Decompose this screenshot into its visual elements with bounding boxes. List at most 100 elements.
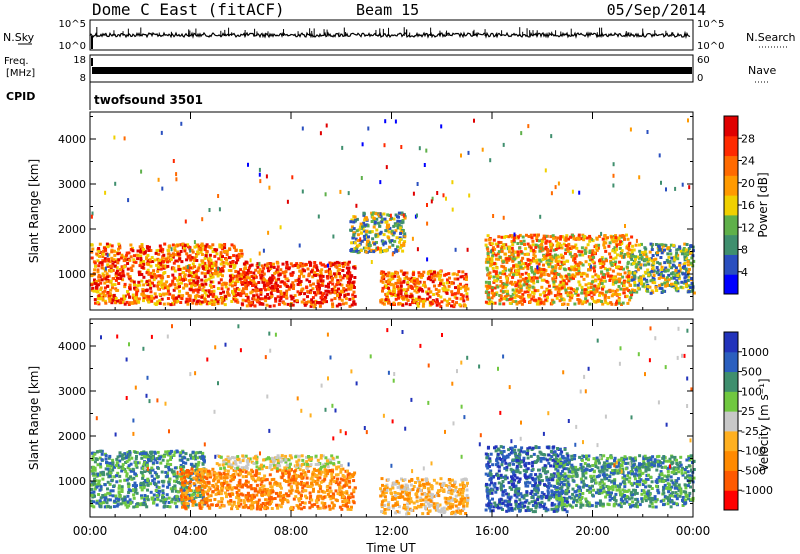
echo-cell — [379, 300, 383, 304]
echo-cell — [499, 289, 503, 293]
echo-cell — [268, 185, 271, 190]
echo-cell — [273, 271, 277, 275]
echo-cell — [255, 469, 259, 473]
echo-cell — [500, 249, 504, 253]
echo-cell — [140, 244, 144, 248]
echo-cell — [344, 504, 348, 508]
echo-cell — [638, 243, 641, 247]
echo-cell — [167, 466, 171, 469]
echo-cell — [426, 257, 429, 262]
echo-cell — [112, 258, 116, 262]
echo-cell — [101, 296, 105, 299]
echo-cell — [167, 496, 171, 500]
echo-cell — [142, 462, 146, 466]
echo-cell — [214, 272, 218, 276]
echo-cell — [656, 261, 660, 265]
echo-cell — [523, 300, 527, 303]
echo-cell — [466, 287, 470, 291]
echo-cell — [674, 284, 678, 288]
echo-cell — [229, 269, 233, 273]
echo-cell — [531, 290, 534, 294]
echo-cell — [682, 281, 686, 285]
echo-cell — [422, 270, 426, 274]
echo-cell — [167, 252, 171, 256]
echo-cell — [200, 300, 204, 304]
echo-cell — [534, 267, 538, 271]
echo-cell — [521, 277, 525, 281]
echo-cell — [321, 274, 325, 278]
echo-cell — [393, 222, 397, 226]
echo-cell — [153, 302, 157, 306]
echo-cell — [181, 483, 185, 487]
echo-cell — [226, 262, 230, 266]
echo-cell — [496, 252, 500, 256]
echo-cell — [397, 287, 401, 291]
echo-cell — [99, 485, 103, 489]
echo-cell — [486, 255, 490, 259]
echo-cell — [673, 285, 677, 289]
echo-cell — [679, 285, 683, 289]
echo-cell — [113, 260, 117, 264]
echo-cell — [177, 474, 181, 478]
echo-cell — [262, 286, 266, 290]
echo-cell — [435, 292, 439, 296]
echo-cell — [607, 296, 611, 299]
echo-cell — [256, 504, 260, 508]
echo-cell — [629, 290, 633, 294]
echo-cell — [139, 481, 143, 485]
echo-cell — [145, 262, 149, 266]
echo-cell — [337, 295, 341, 299]
echo-cell — [97, 275, 101, 279]
echo-cell — [413, 289, 417, 293]
echo-cell — [91, 455, 95, 459]
echo-cell — [155, 503, 159, 507]
echo-cell — [148, 283, 152, 287]
echo-cell — [508, 247, 511, 250]
echo-cell — [313, 270, 317, 274]
echo-cell — [246, 269, 250, 272]
echo-cell — [381, 240, 385, 244]
echo-cell — [234, 297, 238, 301]
echo-cell — [591, 297, 594, 301]
echo-cell — [425, 148, 428, 153]
velocity-echo-cells — [90, 324, 696, 516]
echo-cell — [269, 495, 273, 499]
echo-cell — [544, 298, 548, 302]
echo-cell — [461, 285, 465, 289]
echo-cell — [544, 241, 548, 245]
echo-cell — [339, 293, 342, 297]
echo-cell — [137, 461, 141, 465]
echo-cell — [309, 301, 313, 304]
echo-cell — [224, 282, 227, 286]
echo-cell — [379, 212, 382, 217]
echo-cell — [97, 279, 101, 283]
echo-cell — [103, 259, 107, 263]
echo-cell — [146, 483, 150, 487]
echo-cell — [175, 494, 179, 498]
echo-cell — [513, 296, 517, 300]
echo-cell — [193, 464, 197, 468]
echo-cell — [197, 286, 201, 290]
echo-cell — [215, 487, 219, 491]
echo-cell — [687, 290, 691, 294]
echo-cell — [411, 296, 415, 300]
echo-cell — [239, 498, 243, 502]
echo-cell — [519, 279, 522, 283]
echo-cell — [157, 280, 161, 284]
echo-cell — [535, 258, 539, 262]
echo-cell — [96, 259, 100, 263]
echo-cell — [439, 305, 443, 309]
echo-cell — [684, 248, 688, 252]
echo-cell — [422, 302, 426, 305]
echo-cell — [535, 276, 539, 280]
echo-cell — [396, 279, 400, 282]
echo-cell — [331, 468, 335, 472]
echo-cell — [554, 258, 558, 262]
echo-cell — [520, 242, 524, 246]
echo-cell — [690, 277, 694, 280]
echo-cell — [115, 480, 119, 484]
echo-cell — [517, 261, 521, 265]
echo-cell — [445, 303, 449, 307]
cpid-label: CPID — [6, 90, 35, 103]
echo-cell — [295, 299, 299, 302]
